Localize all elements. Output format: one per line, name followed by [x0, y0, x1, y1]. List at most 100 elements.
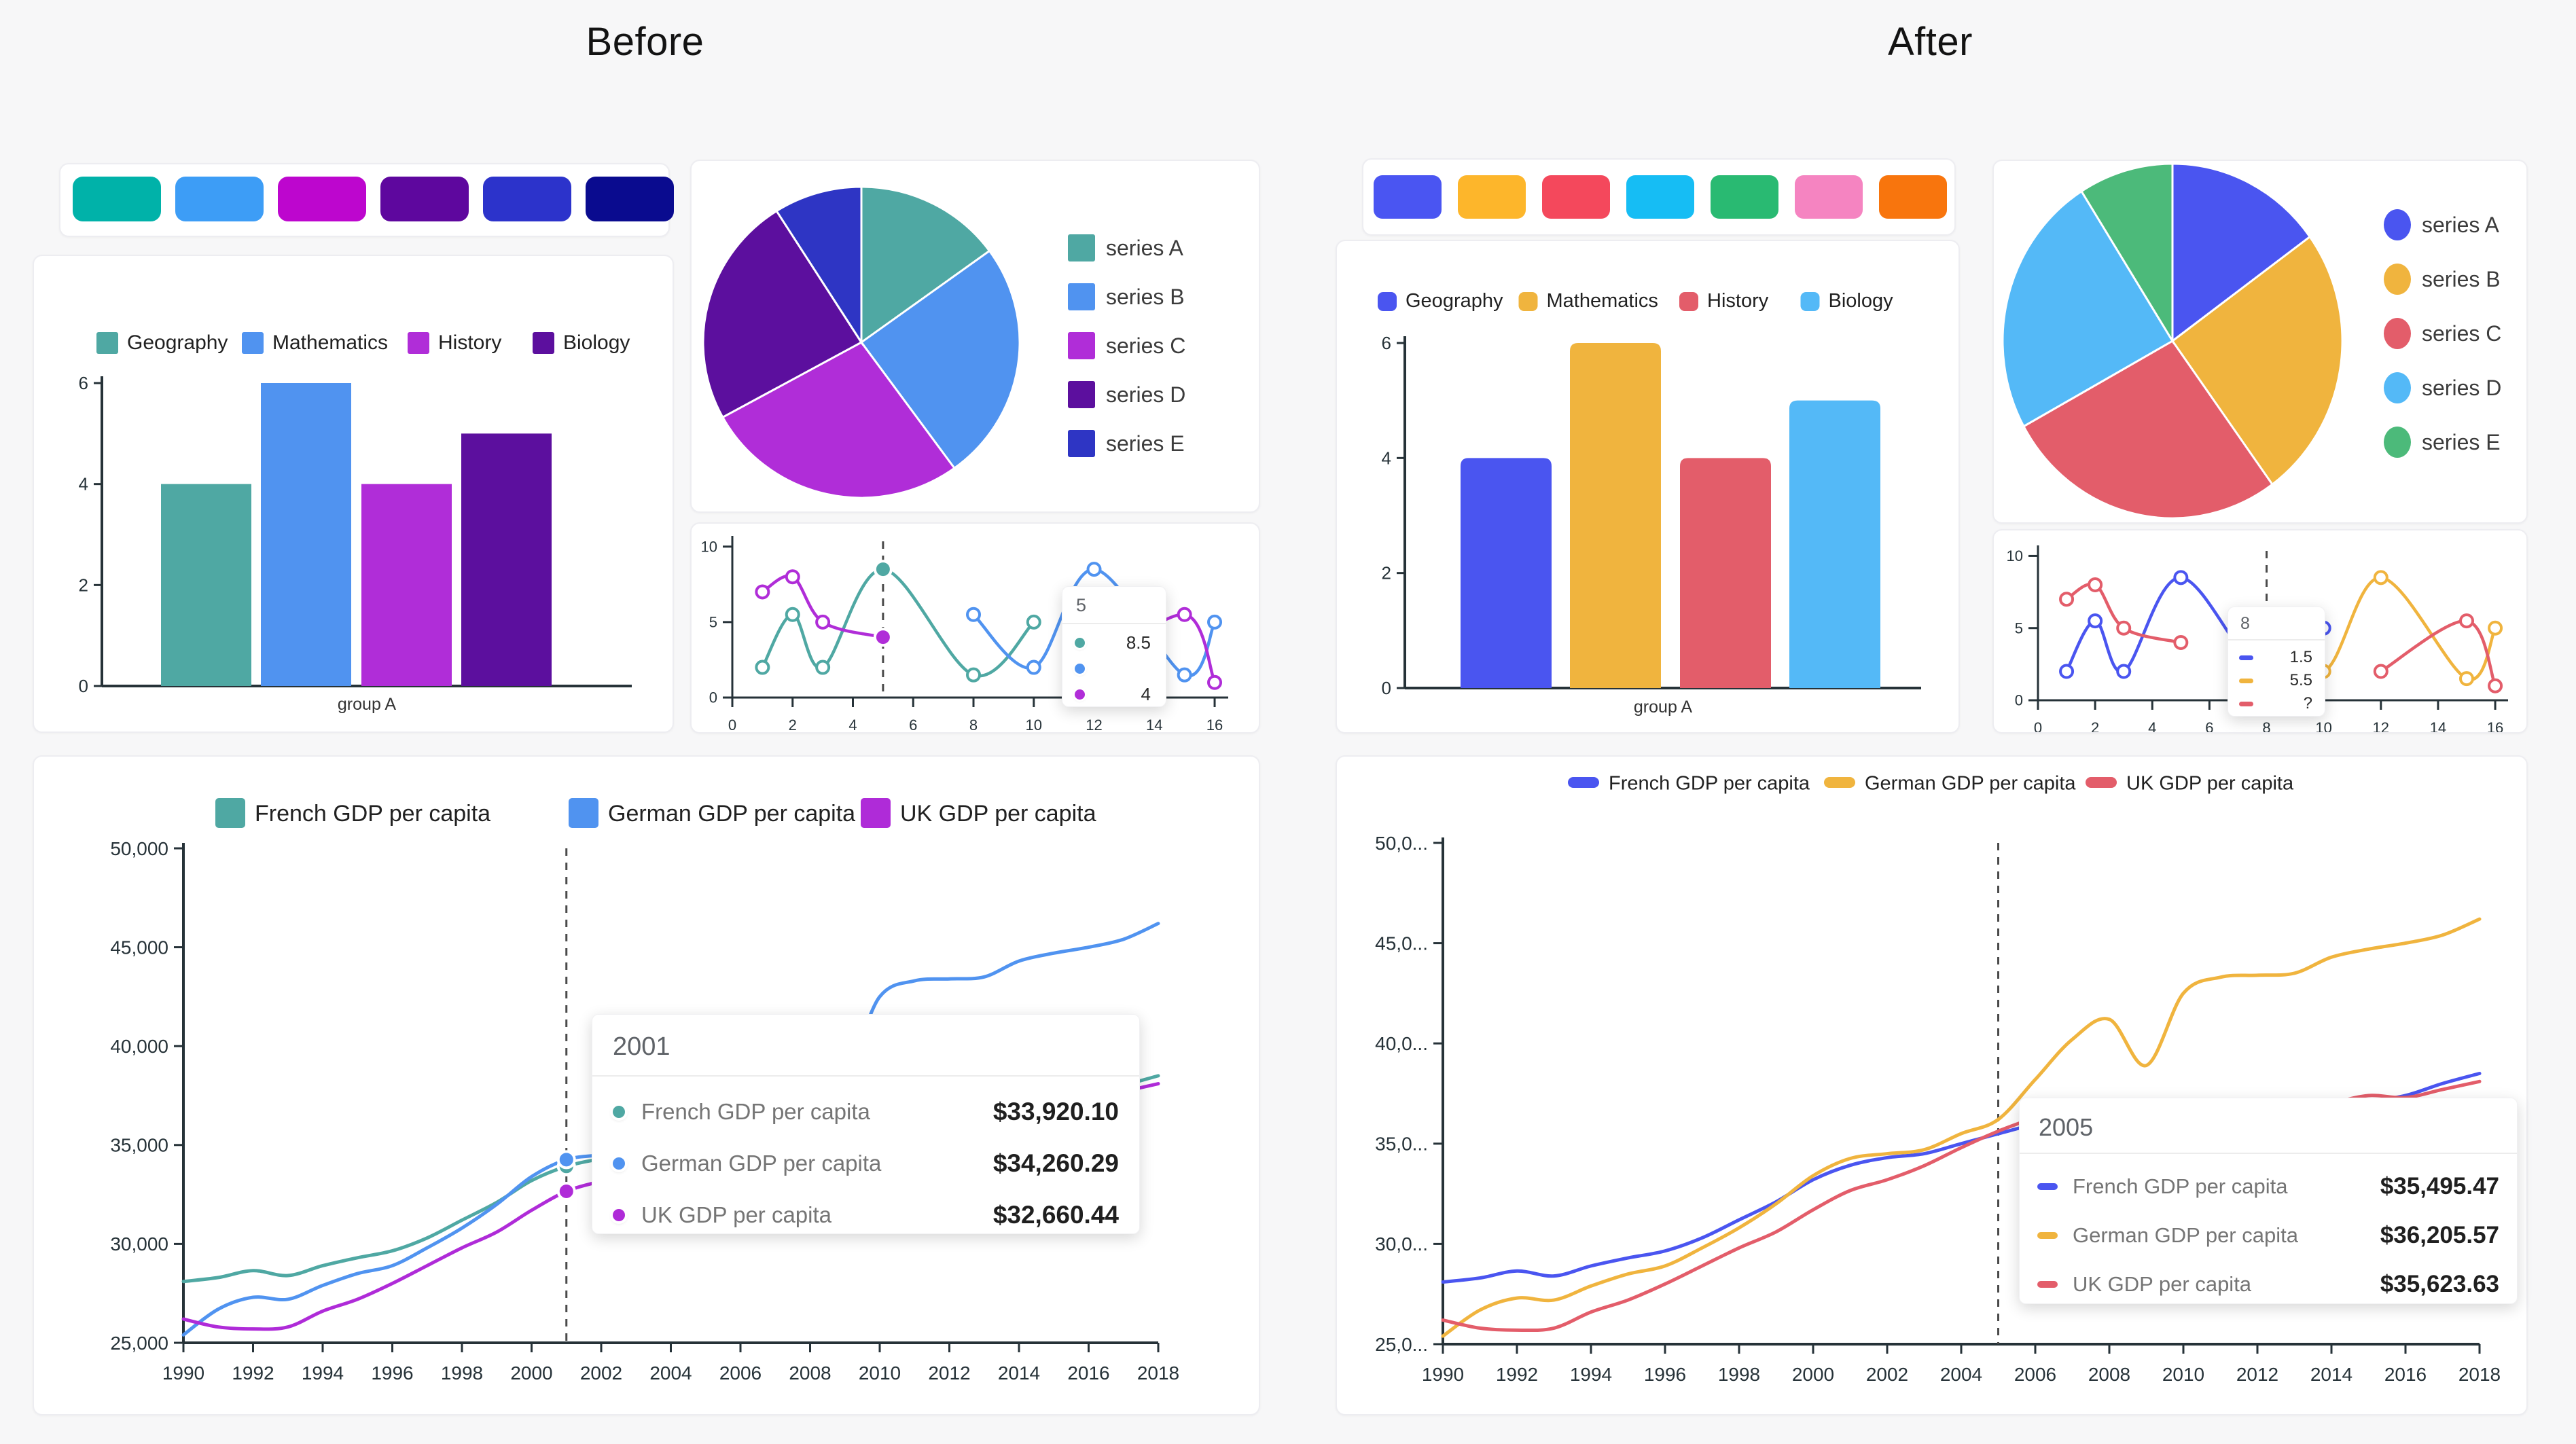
- pie-slice-series-B[interactable]: [859, 249, 1021, 470]
- bar-mathematics[interactable]: [261, 383, 351, 686]
- tooltip-series-label: UK GDP per capita: [641, 1202, 832, 1227]
- after-pie-chart[interactable]: series A series B series C series D series E: [1994, 161, 2526, 522]
- after-bar-card: Geography Mathematics History Biology 0 2 4 6 gr…: [1336, 240, 1960, 734]
- bar-history[interactable]: [361, 484, 452, 686]
- after-gdp-line-chart[interactable]: 25,0... 30,0... 35,0... 40,0... 45,0... 50,0.…: [1337, 757, 2526, 1414]
- legend-swatch: [1068, 332, 1095, 359]
- pie-slice-series-D[interactable]: [2001, 189, 2175, 428]
- pie-slice-series-E[interactable]: [775, 185, 863, 346]
- before-bar-chart[interactable]: Geography Mathematics History Biology 0 2 4 6 gr…: [34, 256, 673, 732]
- axis-label: 4: [848, 717, 857, 732]
- pie-slice-series-A[interactable]: [2171, 162, 2312, 344]
- axis-label: Mathematics: [272, 331, 388, 354]
- after-pie-card: series A series B series C series D series E: [1992, 160, 2528, 524]
- legend-swatch: [2384, 209, 2411, 240]
- palette-swatch[interactable]: [278, 177, 366, 221]
- legend-item[interactable]: History: [1679, 290, 1769, 312]
- legend-item[interactable]: UK GDP per capita: [2086, 772, 2294, 794]
- axis-label: Geography: [127, 331, 228, 354]
- legend-item[interactable]: German GDP per capita: [1824, 772, 2076, 794]
- axis-label: group A: [1634, 698, 1693, 717]
- data-point: [1026, 614, 1041, 630]
- palette-swatch[interactable]: [586, 177, 674, 221]
- legend-item[interactable]: series A: [1068, 234, 1183, 261]
- palette-swatch[interactable]: [1542, 175, 1610, 219]
- axis-label: series C: [2422, 321, 2501, 346]
- before-pie-chart[interactable]: series A series B series C series D series E: [692, 161, 1259, 511]
- legend-item[interactable]: History: [408, 331, 501, 354]
- palette-swatch[interactable]: [1711, 175, 1778, 219]
- legend-item[interactable]: series B: [1068, 283, 1185, 310]
- legend-item[interactable]: series A: [2384, 209, 2499, 240]
- pie-slice-series-C[interactable]: [721, 341, 956, 499]
- line-series[interactable]: [2064, 582, 2183, 645]
- legend-item[interactable]: series C: [1068, 332, 1185, 359]
- axis-label: 0: [1382, 678, 1391, 698]
- bar-history[interactable]: [1680, 458, 1771, 688]
- legend-item[interactable]: series D: [1068, 381, 1185, 408]
- legend-item[interactable]: UK GDP per capita: [861, 798, 1096, 828]
- legend-item[interactable]: Mathematics: [1518, 290, 1658, 312]
- axis-label: History: [1707, 290, 1769, 312]
- palette-swatch[interactable]: [380, 177, 469, 221]
- bar-mathematics[interactable]: [1570, 343, 1661, 688]
- bar-biology[interactable]: [1789, 400, 1880, 688]
- pie-slice-series-A[interactable]: [860, 185, 991, 344]
- pie-slice-series-C[interactable]: [2022, 340, 2274, 520]
- legend-swatch: [242, 332, 264, 354]
- tooltip-series-value: 5.5: [2289, 671, 2312, 689]
- line-series[interactable]: [1441, 917, 2482, 1338]
- legend-item[interactable]: Biology: [1800, 290, 1894, 312]
- data-point: [966, 607, 982, 622]
- axis-label: 1990: [1422, 1364, 1464, 1385]
- tooltip-series-label: French GDP per capita: [641, 1099, 870, 1124]
- legend-item[interactable]: series D: [2384, 372, 2501, 403]
- data-point: [1177, 607, 1192, 622]
- axis-label: UK GDP per capita: [900, 801, 1096, 827]
- pie-slice-series-D[interactable]: [702, 209, 863, 419]
- legend-item[interactable]: series B: [2384, 264, 2501, 295]
- pie-slice-series-E[interactable]: [2080, 162, 2174, 345]
- line-series[interactable]: [761, 574, 885, 639]
- palette-swatch[interactable]: [1458, 175, 1526, 219]
- after-mini-line-chart[interactable]: 0 5 10 0 2 4 6 8 10 12 14 16: [1994, 530, 2526, 732]
- legend-item[interactable]: series E: [1068, 430, 1185, 457]
- bar-geography[interactable]: [161, 484, 251, 686]
- legend-item[interactable]: Geography: [96, 331, 228, 354]
- palette-swatch[interactable]: [483, 177, 571, 221]
- before-gdp-line-chart[interactable]: 25,000 30,000 35,000 40,000 45,000 50,000 1990…: [34, 757, 1259, 1414]
- pie-slice-series-B[interactable]: [2170, 235, 2344, 486]
- axis-label: 6: [1382, 333, 1391, 353]
- legend-item[interactable]: series C: [2384, 318, 2501, 349]
- palette-swatch[interactable]: [1374, 175, 1442, 219]
- legend-item[interactable]: French GDP per capita: [1568, 772, 1810, 794]
- palette-swatch[interactable]: [1879, 175, 1947, 219]
- legend-item[interactable]: French GDP per capita: [215, 798, 490, 828]
- axis-label: 2: [79, 575, 88, 595]
- palette-swatch[interactable]: [1795, 175, 1863, 219]
- axis-label: 0: [2034, 719, 2042, 732]
- legend-swatch: [1068, 430, 1095, 457]
- legend-swatch: [1068, 234, 1095, 261]
- axis-label: 25,000: [110, 1333, 168, 1354]
- before-mini-line-chart[interactable]: 0 5 10 0 2 4 6 8 10 12 14 16: [692, 524, 1259, 732]
- before-mini-tooltip: 5 8.5 4: [1062, 586, 1166, 707]
- legend-item[interactable]: Geography: [1378, 290, 1503, 312]
- axis-label: 2014: [2310, 1364, 2353, 1385]
- after-bar-chart[interactable]: Geography Mathematics History Biology 0 2 4 6 gr…: [1337, 241, 1958, 732]
- tooltip-row: French GDP per capita $33,920.10: [613, 1086, 1119, 1138]
- palette-swatch[interactable]: [175, 177, 264, 221]
- legend-item[interactable]: Biology: [533, 331, 630, 354]
- axis-label: 5: [2015, 619, 2023, 636]
- axis-label: German GDP per capita: [1865, 772, 2076, 794]
- axis-label: 2004: [1940, 1364, 1982, 1385]
- palette-swatch[interactable]: [73, 177, 161, 221]
- legend-swatch: [2086, 777, 2117, 788]
- legend-item[interactable]: German GDP per capita: [569, 798, 855, 828]
- legend-item[interactable]: Mathematics: [242, 331, 388, 354]
- line-series[interactable]: [761, 567, 1036, 678]
- bar-biology[interactable]: [461, 433, 552, 686]
- legend-item[interactable]: series E: [2384, 427, 2501, 458]
- palette-swatch[interactable]: [1626, 175, 1694, 219]
- bar-geography[interactable]: [1461, 458, 1552, 688]
